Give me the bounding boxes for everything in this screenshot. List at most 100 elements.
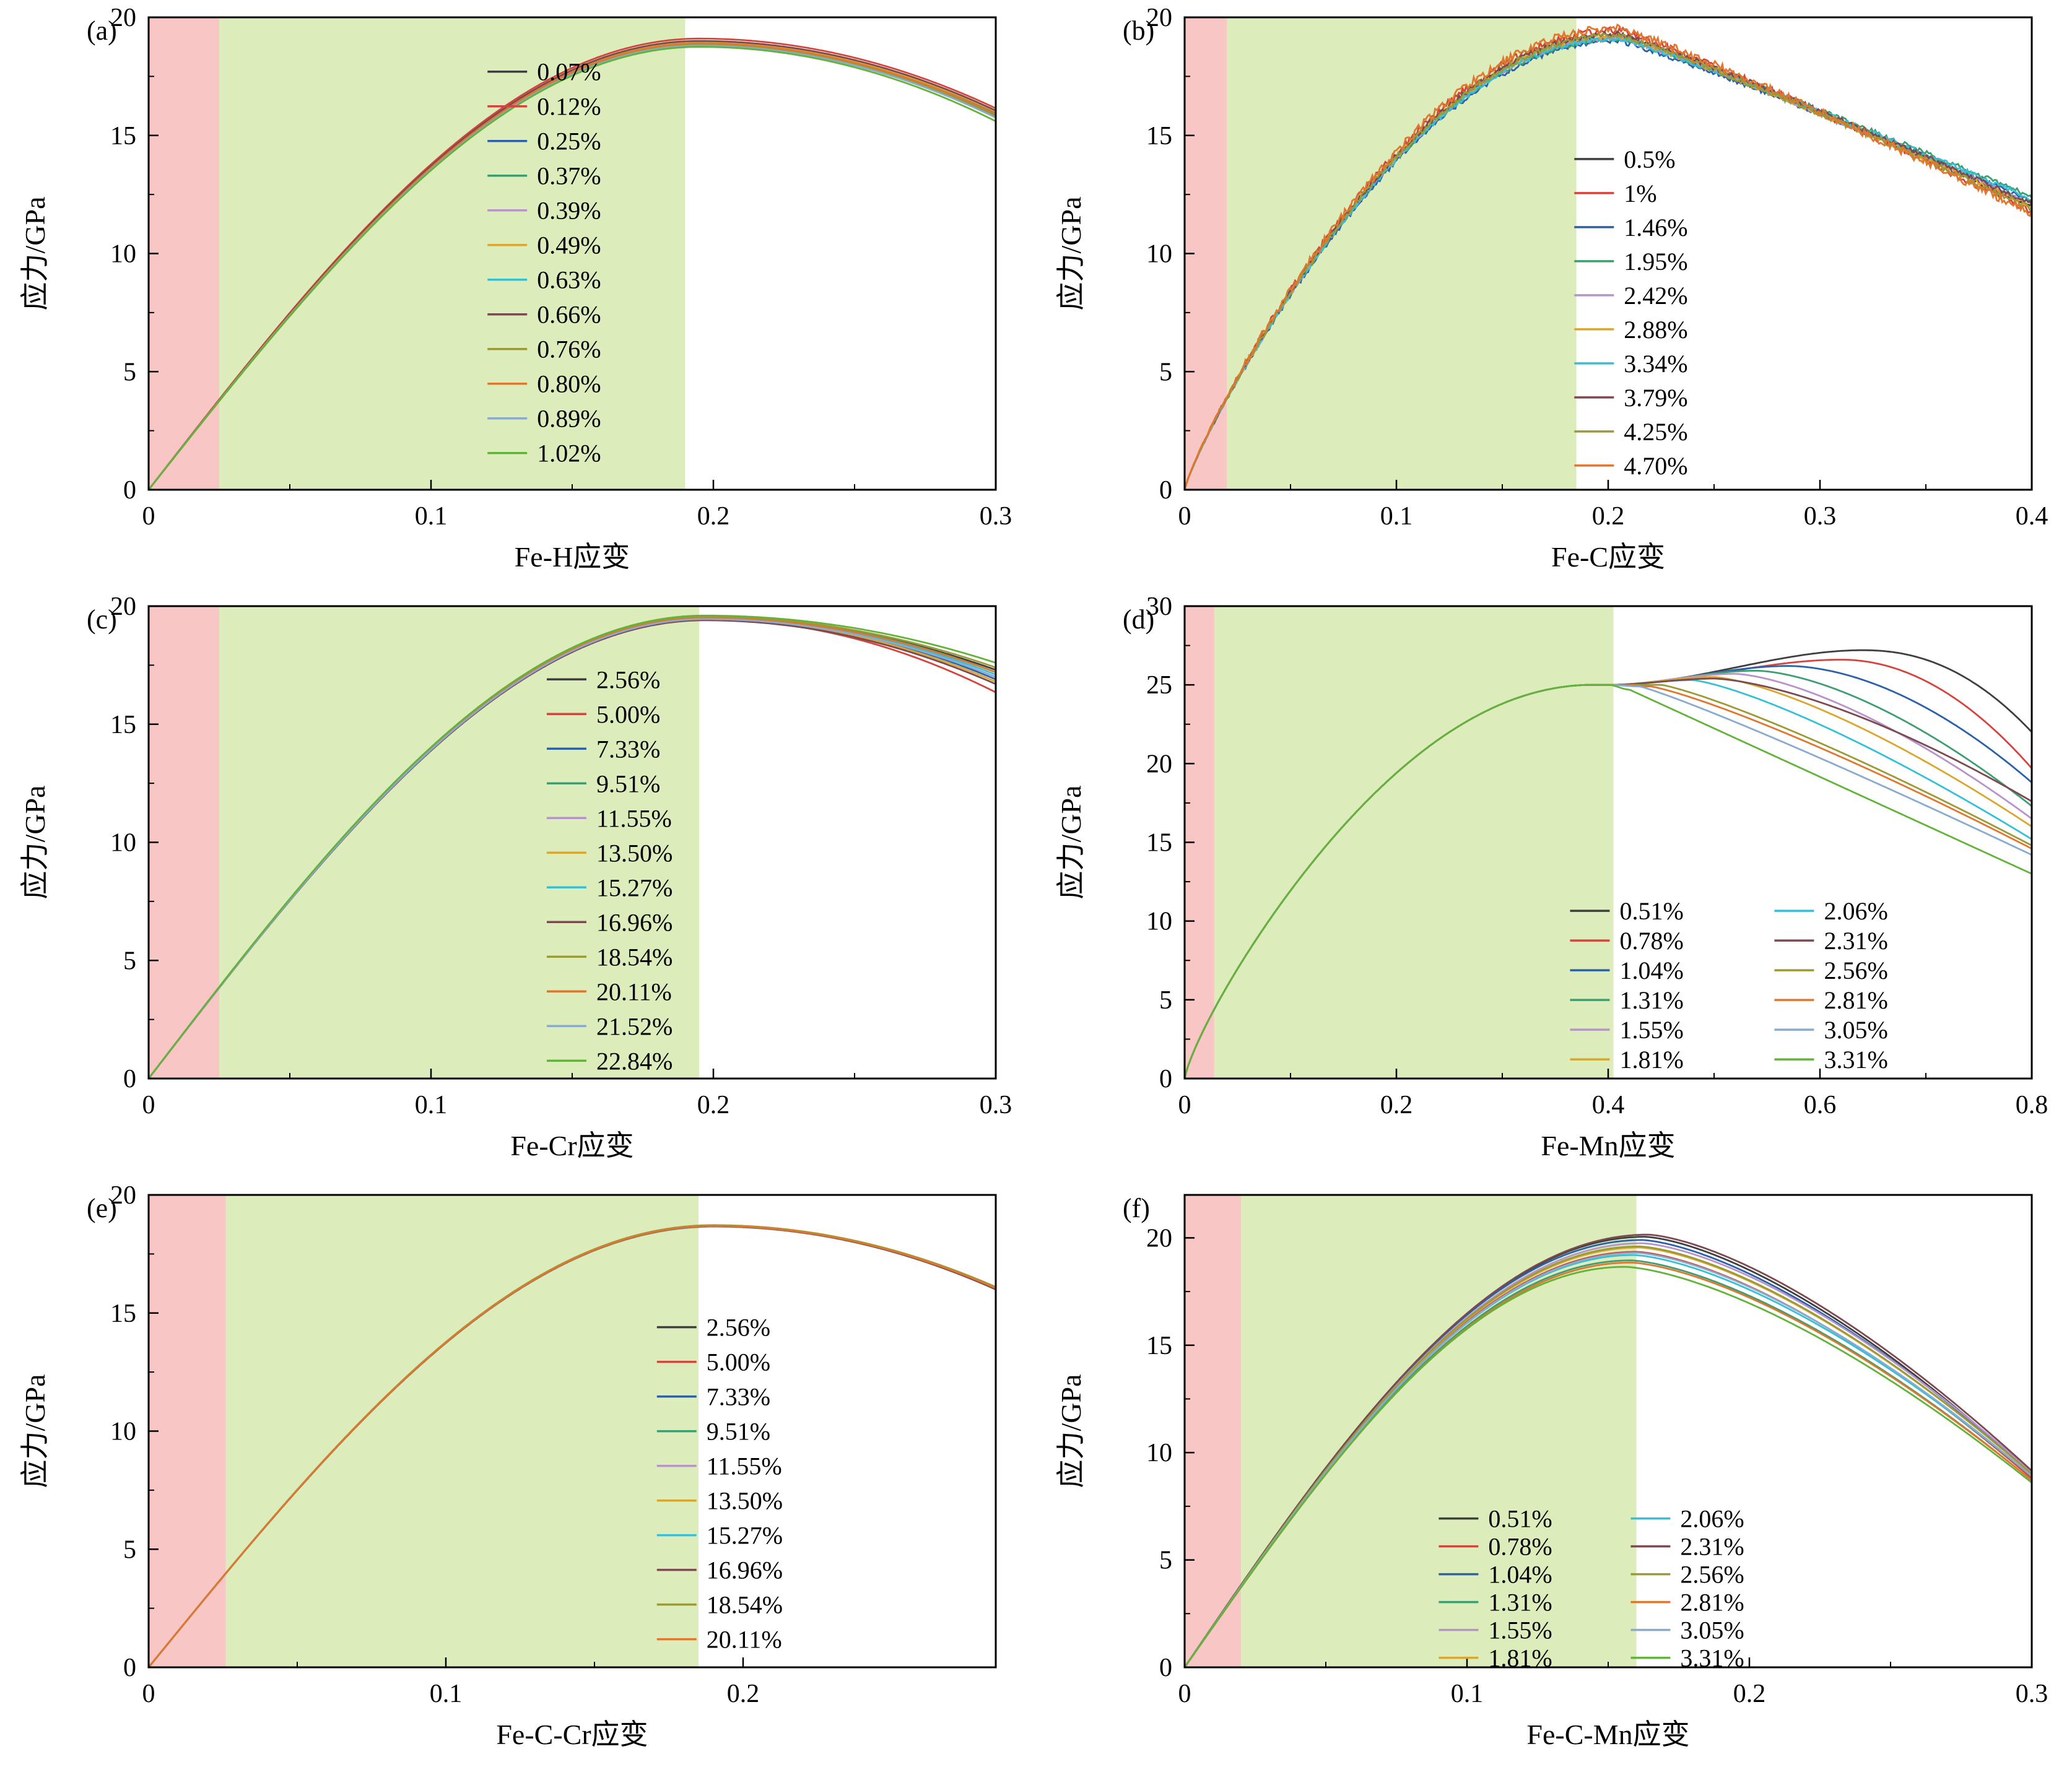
- plastic-region: [1214, 606, 1614, 1079]
- elastic-region: [149, 1195, 226, 1667]
- legend-label: 21.52%: [596, 1012, 673, 1040]
- y-tick-label: 15: [110, 122, 136, 150]
- x-tick-label: 0.8: [2016, 1091, 2048, 1119]
- legend-label: 0.80%: [537, 370, 601, 398]
- y-tick-label: 0: [1159, 1065, 1172, 1093]
- legend-label: 0.12%: [537, 93, 601, 121]
- legend-label: 3.34%: [1624, 350, 1687, 378]
- legend-label: 0.39%: [537, 197, 601, 225]
- y-tick-label: 5: [123, 1535, 136, 1564]
- plot-area: [149, 1224, 996, 1667]
- legend-label: 0.76%: [537, 336, 601, 363]
- x-tick-label: 0.2: [1380, 1091, 1413, 1119]
- y-tick-label: 15: [1146, 1332, 1172, 1360]
- legend-label: 9.51%: [707, 1418, 770, 1446]
- panel-label: (a): [87, 15, 117, 46]
- y-tick-label: 10: [110, 240, 136, 269]
- x-tick-label: 0.4: [2016, 502, 2048, 531]
- legend: 0.51%0.78%1.04%1.31%1.55%1.81% 2.06%2.31%…: [1570, 897, 1888, 1074]
- y-tick-label: 15: [1146, 829, 1172, 857]
- y-tick-label: 20: [1146, 750, 1172, 778]
- y-tick-label: 30: [1146, 593, 1172, 621]
- legend-label: 2.06%: [1680, 1505, 1744, 1533]
- x-tick-label: 0.1: [415, 1091, 448, 1119]
- legend-label: 2.88%: [1624, 316, 1687, 344]
- panel-e-chart: 0 0.1 0.2 0 5 10 15 20(e) 应力/GPa Fe-C-Cr应变 2.56% 5.…: [19, 1181, 997, 1750]
- legend-label: 1.31%: [1488, 1589, 1552, 1617]
- x-tick-label: 0: [1178, 1680, 1191, 1708]
- series-3.05%: [1185, 1252, 2032, 1667]
- y-tick-label: 5: [123, 947, 136, 975]
- plastic-region: [1227, 17, 1577, 490]
- elastic-region: [149, 606, 219, 1079]
- x-axis-label: Fe-C-Mn应变: [1526, 1719, 1689, 1750]
- series-3.31%: [1185, 684, 2032, 1079]
- panel-label: (c): [87, 604, 117, 635]
- panel-c: 0 0.1 0.2 0.3 0 5 10 15 20 (c) 应力/GPa Fe-Cr应变 2.56% 5…: [0, 589, 1036, 1178]
- legend-label: 13.50%: [707, 1487, 783, 1515]
- panel-b: 0 0.1 0.2 0.3 0.4 0 5 10 15 20 (b) 应力/GPa Fe-C应变 0.5%…: [1036, 0, 2072, 589]
- panel-d: 0 0.2 0.4 0.6 0.8 0 5 10 15 20 25 30 (d) 应力/GPa Fe-Mn应…: [1036, 589, 2072, 1178]
- legend-label: 0.89%: [537, 405, 601, 433]
- x-tick-label: 0: [1178, 502, 1191, 531]
- x-axis-label: Fe-H应变: [515, 541, 630, 573]
- y-tick-label: 20: [110, 593, 136, 621]
- x-axis-label: Fe-C应变: [1551, 541, 1665, 573]
- panel-f: 0 0.1 0.2 0.3 0 5 10 15 20 (f) 应力/GPa Fe-C-Mn应变 0.51…: [1036, 1178, 2072, 1766]
- legend-label: 5.00%: [596, 700, 660, 728]
- legend-label: 2.81%: [1824, 986, 1887, 1014]
- legend-label: 2.56%: [707, 1314, 770, 1342]
- legend-label: 9.51%: [596, 770, 660, 797]
- legend-label: 1.46%: [1624, 214, 1687, 241]
- x-tick-label: 0.2: [697, 1091, 730, 1119]
- legend: 2.56% 5.00% 7.33% 9.51% 11.55% 13.50% 15.27% 16…: [656, 1314, 783, 1654]
- legend-label: 1.55%: [1488, 1617, 1552, 1644]
- legend-label: 11.55%: [596, 804, 672, 832]
- legend-label: 15.27%: [707, 1522, 783, 1550]
- x-tick-label: 0.2: [727, 1680, 760, 1708]
- legend-label: 0.63%: [537, 266, 601, 294]
- legend-label: 0.25%: [537, 128, 601, 155]
- series-21.52%: [149, 618, 996, 1079]
- y-tick-label: 0: [1159, 1654, 1172, 1682]
- legend-label: 1%: [1624, 180, 1656, 207]
- panel-label: (d): [1123, 604, 1154, 635]
- y-tick-label: 10: [1146, 1439, 1172, 1467]
- plastic-region: [225, 1195, 699, 1667]
- legend: 0.5% 1% 1.46% 1.95% 2.42% 2.88% 3.34% 3.79% 4.25…: [1574, 145, 1688, 480]
- y-tick-label: 5: [123, 358, 136, 386]
- y-tick-label: 10: [1146, 240, 1172, 269]
- series-1.02%: [149, 46, 996, 490]
- y-tick-label: 5: [1159, 1547, 1172, 1575]
- y-axis-label: 应力/GPa: [1055, 786, 1087, 900]
- y-axis-label: 应力/GPa: [1055, 197, 1087, 311]
- series-20.11%: [149, 1225, 996, 1667]
- y-tick-label: 20: [1146, 4, 1172, 32]
- legend-label: 18.54%: [596, 943, 673, 971]
- series-3.31%: [1185, 1266, 2032, 1667]
- legend-label: 7.33%: [596, 735, 660, 763]
- legend-label: 2.31%: [1680, 1533, 1744, 1561]
- x-tick-label: 0: [142, 1680, 155, 1708]
- plot-area: [149, 614, 996, 1079]
- panel-label: (f): [1123, 1193, 1150, 1223]
- y-tick-label: 10: [110, 1418, 136, 1446]
- legend-label: 2.81%: [1680, 1589, 1744, 1617]
- legend-label: 16.96%: [707, 1556, 783, 1584]
- panel-b-chart: 0 0.1 0.2 0.3 0.4 0 5 10 15 20(b) 应力/GPa Fe-C应变 0.5%…: [1055, 4, 2048, 573]
- y-tick-label: 15: [1146, 122, 1172, 150]
- legend-label: 0.49%: [537, 232, 601, 259]
- y-axis-label: 应力/GPa: [19, 1374, 51, 1488]
- x-tick-label: 0: [142, 1091, 155, 1119]
- plastic-region: [219, 17, 686, 490]
- legend-label: 0.78%: [1488, 1533, 1552, 1561]
- legend: 2.56% 5.00% 7.33% 9.51% 11.55% 13.50% 15.27% 16…: [546, 666, 673, 1075]
- elastic-region: [149, 17, 219, 490]
- legend-label: 16.96%: [596, 908, 673, 936]
- legend-label: 2.56%: [596, 666, 660, 693]
- y-tick-label: 20: [110, 1181, 136, 1210]
- series-2.31%: [1185, 1233, 2032, 1667]
- x-tick-label: 0.2: [1592, 502, 1625, 531]
- y-tick-label: 10: [110, 829, 136, 857]
- plot-area: [1185, 23, 2032, 490]
